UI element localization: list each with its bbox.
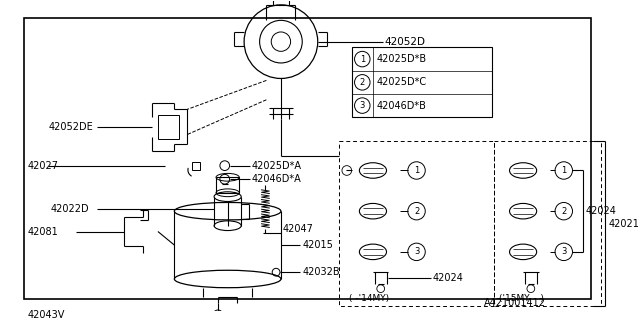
Bar bbox=[192, 162, 200, 170]
Bar bbox=[158, 115, 179, 139]
Text: 42022D: 42022D bbox=[51, 204, 89, 214]
Bar bbox=[351, 47, 492, 117]
Text: 42047: 42047 bbox=[283, 224, 314, 234]
Text: 42025D*A: 42025D*A bbox=[252, 161, 302, 171]
Text: 42027: 42027 bbox=[27, 161, 58, 171]
Text: ('15MY-   ): ('15MY- ) bbox=[499, 294, 544, 303]
Bar bbox=[339, 141, 494, 306]
Text: 42052DE: 42052DE bbox=[49, 122, 93, 132]
Text: 2: 2 bbox=[561, 207, 566, 216]
Text: 3: 3 bbox=[414, 247, 419, 256]
Text: 42032B: 42032B bbox=[302, 267, 340, 277]
Text: 42024: 42024 bbox=[433, 273, 464, 283]
Text: ( -'14MY): ( -'14MY) bbox=[349, 294, 389, 303]
Text: 42081: 42081 bbox=[27, 227, 58, 236]
Text: 2: 2 bbox=[360, 78, 365, 87]
Text: 42025D*C: 42025D*C bbox=[377, 77, 427, 87]
Text: 42015: 42015 bbox=[302, 240, 333, 250]
Text: A421001412: A421001412 bbox=[484, 298, 547, 308]
Text: 42021: 42021 bbox=[609, 219, 639, 229]
Text: 42025D*B: 42025D*B bbox=[377, 54, 427, 64]
Bar bbox=[494, 141, 600, 306]
Text: 1: 1 bbox=[360, 55, 365, 64]
Text: 42052D: 42052D bbox=[385, 37, 426, 47]
Text: 1: 1 bbox=[561, 166, 566, 175]
Text: 42024: 42024 bbox=[585, 206, 616, 216]
Text: 42043V: 42043V bbox=[27, 310, 65, 320]
Text: 2: 2 bbox=[414, 207, 419, 216]
Text: 3: 3 bbox=[561, 247, 566, 256]
Text: 42046D*B: 42046D*B bbox=[377, 100, 427, 111]
Text: 42046D*A: 42046D*A bbox=[252, 174, 301, 184]
Text: 1: 1 bbox=[414, 166, 419, 175]
Text: 3: 3 bbox=[360, 101, 365, 110]
